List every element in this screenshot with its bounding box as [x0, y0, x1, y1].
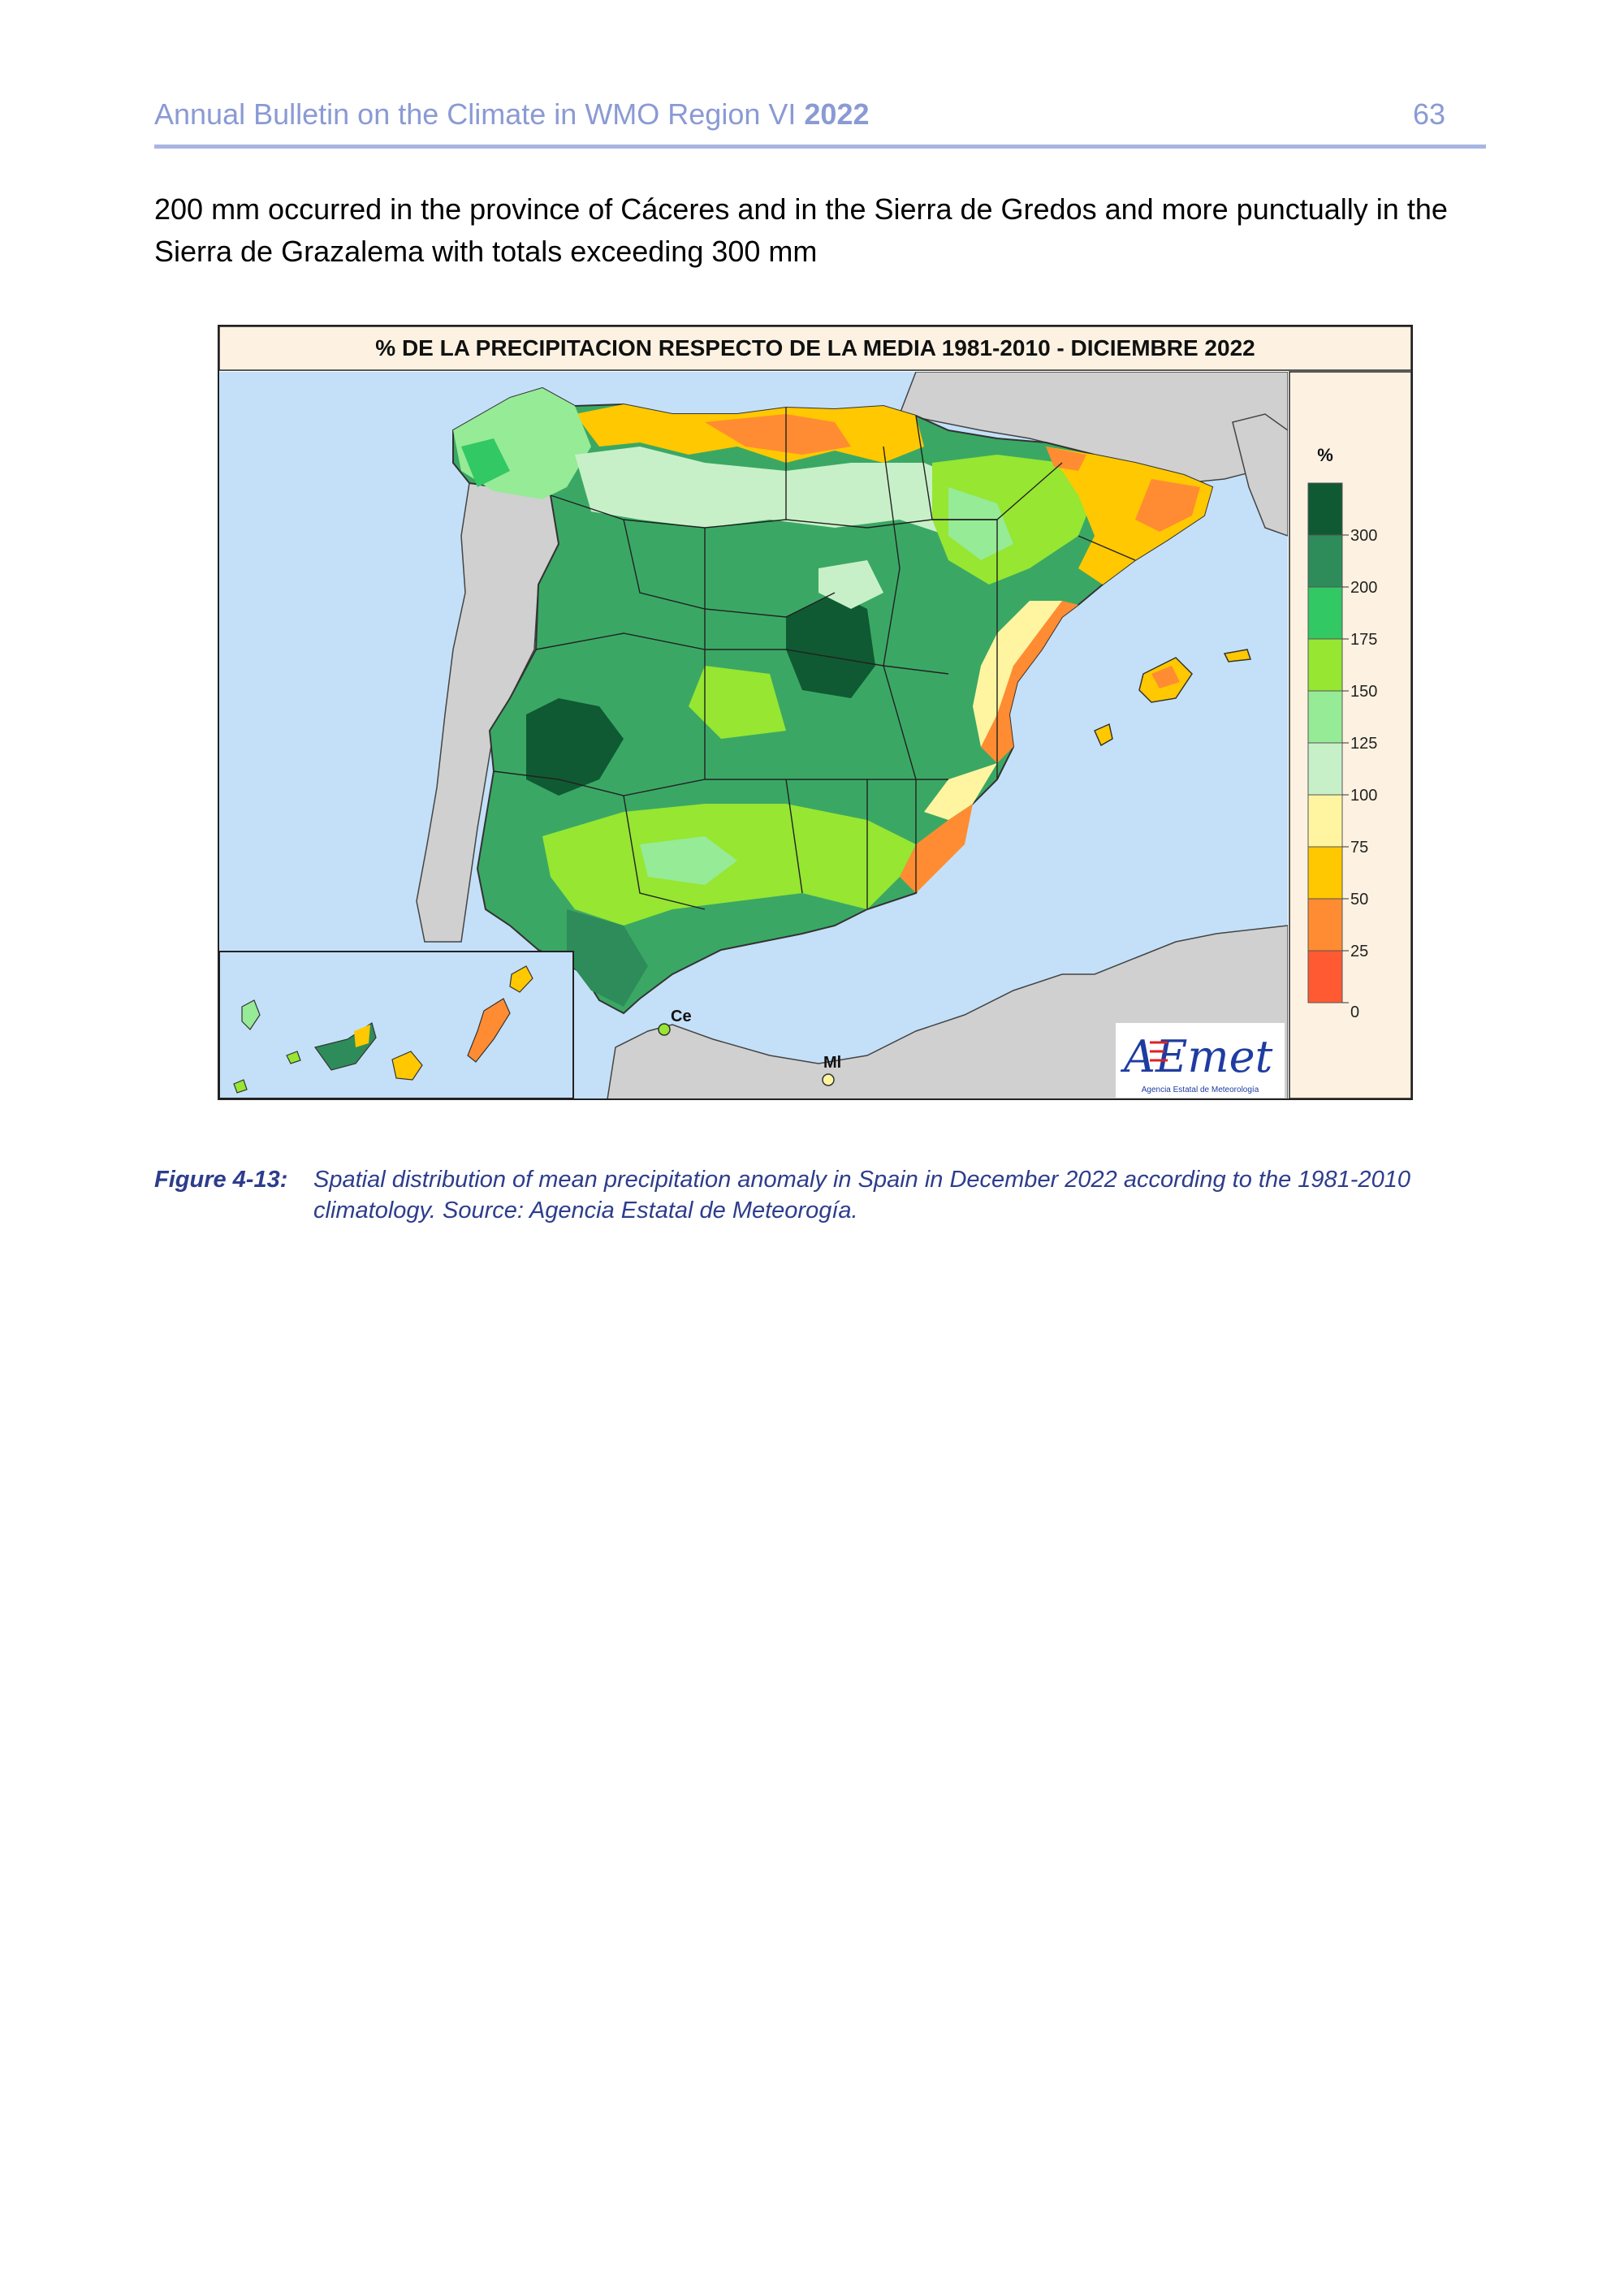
- legend-swatch: [1307, 846, 1343, 900]
- region-pyrenees-east: [1046, 447, 1086, 471]
- logo-background: [1116, 1023, 1285, 1098]
- legend-panel: % 0 25 50 75 100 125 150 175 200 300: [1289, 371, 1412, 1099]
- region-murcia: [900, 804, 973, 893]
- map-area: Ce Ml: [219, 372, 1288, 1098]
- legend-swatch: [1307, 586, 1343, 640]
- legend-tick-label: 50: [1350, 891, 1368, 908]
- mallorca-core: [1151, 666, 1180, 688]
- legend-tick-label: 100: [1350, 787, 1377, 805]
- melilla-label: Ml: [823, 1054, 841, 1072]
- legend-swatch: [1307, 534, 1343, 588]
- legend-tick-label: 200: [1350, 579, 1377, 597]
- fuerteventura: [467, 998, 511, 1063]
- legend-unit: %: [1317, 445, 1333, 465]
- precipitation-anomaly-figure: % DE LA PRECIPITACION RESPECTO DE LA MED…: [218, 325, 1413, 1100]
- region-cantabria: [705, 414, 851, 455]
- legend-swatch: [1307, 482, 1343, 536]
- bulletin-title: Annual Bulletin on the Climate in WMO Re…: [154, 97, 870, 132]
- page-header: Annual Bulletin on the Climate in WMO Re…: [154, 96, 1486, 149]
- body-paragraph: 200 mm occurred in the province of Cácer…: [154, 192, 1448, 268]
- ibiza: [1094, 723, 1113, 747]
- region-catalonia: [1046, 447, 1212, 585]
- region-sistema-central: [818, 560, 883, 609]
- caption-label: Figure 4-13:: [154, 1167, 288, 1193]
- region-alicante: [924, 763, 997, 820]
- legend-tick-label: 125: [1350, 735, 1377, 753]
- province-borders: [493, 408, 1136, 910]
- tenerife-east: [354, 1025, 370, 1047]
- menorca: [1223, 649, 1252, 662]
- legend-tick-label: 0: [1350, 1003, 1359, 1021]
- logo-accent: [1150, 1041, 1168, 1062]
- legend-tick-label: 150: [1350, 683, 1377, 701]
- lanzarote: [509, 965, 533, 993]
- region-valencia-coast: [981, 601, 1078, 763]
- logo-text: AEmet: [1120, 1031, 1273, 1082]
- legend-tick-label: 75: [1350, 839, 1368, 857]
- logo-subtext: Agencia Estatal de Meteorología: [1142, 1085, 1259, 1094]
- el-hierro: [233, 1079, 248, 1094]
- bulletin-title-text: Annual Bulletin on the Climate in WMO Re…: [154, 97, 797, 131]
- legend-swatch: [1307, 794, 1343, 848]
- legend-swatches: [1307, 482, 1343, 1003]
- region-galicia-west: [461, 438, 510, 487]
- la-gomera: [286, 1051, 301, 1064]
- map-title: % DE LA PRECIPITACION RESPECTO DE LA MED…: [375, 335, 1255, 360]
- legend-tick-label: 300: [1350, 527, 1377, 545]
- legend-ticks: 0 25 50 75 100 125 150 175 200 300: [1342, 527, 1377, 1021]
- legend-swatch: [1307, 950, 1343, 1003]
- region-grazalema: [567, 909, 648, 1007]
- la-palma: [241, 999, 261, 1030]
- region-la-mancha: [689, 666, 786, 739]
- canary-inset: [218, 951, 574, 1099]
- italy-landmass: [1232, 413, 1288, 537]
- legend-tick-label: 25: [1350, 943, 1368, 960]
- bulletin-year: 2022: [804, 97, 870, 131]
- legend-swatch: [1307, 742, 1343, 796]
- legend-swatch: [1307, 638, 1343, 692]
- region-andalusia-light: [640, 836, 737, 885]
- region-madrid-core: [786, 593, 875, 698]
- region-catalonia-east: [1135, 479, 1200, 532]
- region-caceres-core: [526, 698, 624, 796]
- melilla-marker: [822, 1073, 835, 1086]
- legend-swatch: [1307, 898, 1343, 952]
- legend-tick-label: 175: [1350, 631, 1377, 649]
- legend-swatch: [1307, 690, 1343, 744]
- precipitation-map: % DE LA PRECIPITACION RESPECTO DE LA MED…: [218, 325, 1413, 1100]
- gran-canaria: [391, 1051, 423, 1081]
- title-bar: [218, 326, 1412, 371]
- caption-text: Spatial distribution of mean precipitati…: [313, 1167, 1410, 1224]
- page-number: 63: [1412, 97, 1445, 131]
- ceuta-marker: [658, 1023, 671, 1036]
- region-valencia-interior: [973, 601, 1062, 747]
- aemet-logo: AEmet Agencia Estatal de Meteorología: [1116, 1023, 1285, 1098]
- ceuta-label: Ce: [671, 1008, 692, 1025]
